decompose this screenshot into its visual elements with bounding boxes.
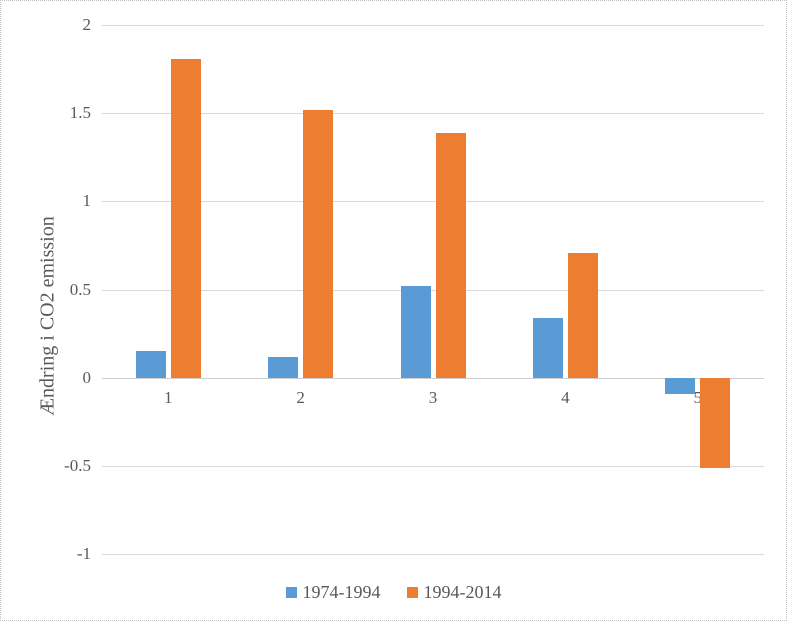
x-axis-tick-label-4: 4 [561,388,570,407]
legend-item-1974-1994[interactable]: 1974-1994 [285,581,381,603]
legend-label-1994-2014: 1994-2014 [423,581,502,602]
y-axis-tick-label--0.5: -0.5 [64,455,91,475]
gridline-y-1 [102,201,764,203]
bar-1974-1994-cat-4[interactable] [532,317,563,378]
bar-1994-2014-cat-1[interactable] [170,58,201,378]
gridline-y--1 [102,554,764,555]
y-axis-tick-label-0.5: 0.5 [69,279,91,299]
bar-1994-2014-cat-5[interactable] [700,377,731,468]
gridline-y-0.5 [102,289,764,291]
legend: 1974-1994 1994-2014 [1,581,786,603]
bar-1974-1994-cat-5[interactable] [665,377,696,394]
bar-1974-1994-cat-3[interactable] [400,286,431,378]
x-axis-tick-label-5: 5 [693,388,703,407]
y-axis-tick-label--1: -1 [76,544,91,563]
y-axis-tick-label-1: 1 [82,191,92,211]
gridline-y--0.5 [102,465,764,467]
y-axis-tick-label-1.5: 1.5 [69,103,91,123]
gridline-y-2 [102,25,764,26]
legend-label-1974-1994: 1974-1994 [302,581,381,602]
bar-1974-1994-cat-1[interactable] [135,351,166,378]
legend-swatch-orange [406,586,418,598]
x-axis-tick-label-2: 2 [296,388,305,407]
bar-1994-2014-cat-2[interactable] [303,109,334,378]
gridline-y-1.5 [102,113,764,115]
bar-1994-2014-cat-3[interactable] [435,132,466,378]
x-axis-tick-label-3: 3 [428,388,438,407]
bar-1994-2014-cat-4[interactable] [567,252,598,378]
x-axis-tick-label-1: 1 [163,388,173,407]
y-axis-tick-label-2: 2 [82,15,92,34]
bar-1974-1994-cat-2[interactable] [268,356,299,378]
gridline-y-0 [102,377,764,379]
legend-swatch-blue [285,586,297,598]
y-axis-tick-label-0: 0 [82,367,92,387]
legend-item-1994-2014[interactable]: 1994-2014 [406,581,502,603]
